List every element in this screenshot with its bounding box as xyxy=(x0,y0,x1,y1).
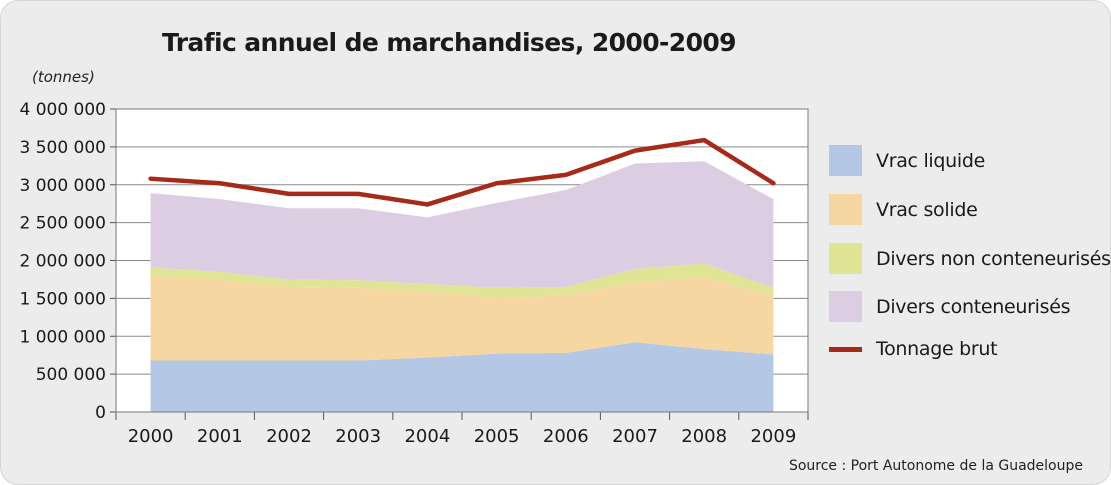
legend-label: Vrac liquide xyxy=(876,149,986,172)
axes: 0 500 000 1 000 000 1 500 000 2 000 000 2 500… xyxy=(19,100,809,447)
area-series xyxy=(150,342,774,412)
legend-label: Divers non conteneurisés xyxy=(876,247,1111,270)
area-series xyxy=(150,263,774,298)
x-tick-label: 2005 xyxy=(474,426,520,447)
line-series-tonnage xyxy=(148,137,776,207)
legend-item: Divers conteneurisés xyxy=(829,291,1071,322)
x-tick-label: 2004 xyxy=(404,426,450,447)
x-tick-label: 2003 xyxy=(335,426,381,447)
legend-item: Tonnage brut xyxy=(829,338,998,360)
legend-label: Divers conteneurisés xyxy=(876,295,1071,318)
y-tick-label: 2 000 000 xyxy=(19,252,106,272)
y-tick-label: 1 000 000 xyxy=(19,327,106,347)
legend-label: Vrac solide xyxy=(876,198,978,221)
legend-color-swatch xyxy=(829,291,862,322)
legend-color-swatch xyxy=(829,194,862,225)
legend-label: Tonnage brut xyxy=(876,338,998,360)
source-note: Source : Port Autonome de la Guadeloupe xyxy=(788,458,1083,474)
legend-item: Vrac liquide xyxy=(829,145,985,176)
y-tick-label: 500 000 xyxy=(36,365,106,385)
line-series xyxy=(148,137,776,207)
legend-item: Divers non conteneurisés xyxy=(829,243,1111,274)
x-tick-label: 2008 xyxy=(681,426,727,447)
area-series xyxy=(150,275,774,361)
legend-color-swatch xyxy=(829,243,862,274)
x-tick-label: 2006 xyxy=(543,426,589,447)
y-tick-label: 1 500 000 xyxy=(19,289,106,309)
x-tick-label: 2002 xyxy=(266,426,312,447)
y-tick-label: 3 000 000 xyxy=(19,176,106,196)
y-tick-label: 4 000 000 xyxy=(19,100,106,120)
chart-title: Trafic annuel de marchandises, 2000-2009 xyxy=(162,28,737,57)
y-tick-label: 3 500 000 xyxy=(19,138,106,158)
area-series xyxy=(150,161,774,288)
y-tick-label: 0 xyxy=(95,403,106,423)
y-axis-unit-label: (tonnes) xyxy=(32,68,95,86)
plot-border xyxy=(115,108,809,413)
x-tick-label: 2001 xyxy=(197,426,243,447)
x-tick-label: 2007 xyxy=(612,426,658,447)
stacked-areas xyxy=(150,161,774,412)
x-tick-label: 2009 xyxy=(750,426,796,447)
y-tick-label: 2 500 000 xyxy=(19,214,106,234)
legend-color-swatch xyxy=(829,145,862,176)
x-tick-label: 2000 xyxy=(128,426,174,447)
legend-item: Vrac solide xyxy=(829,194,978,225)
legend-line-swatch xyxy=(829,346,862,352)
